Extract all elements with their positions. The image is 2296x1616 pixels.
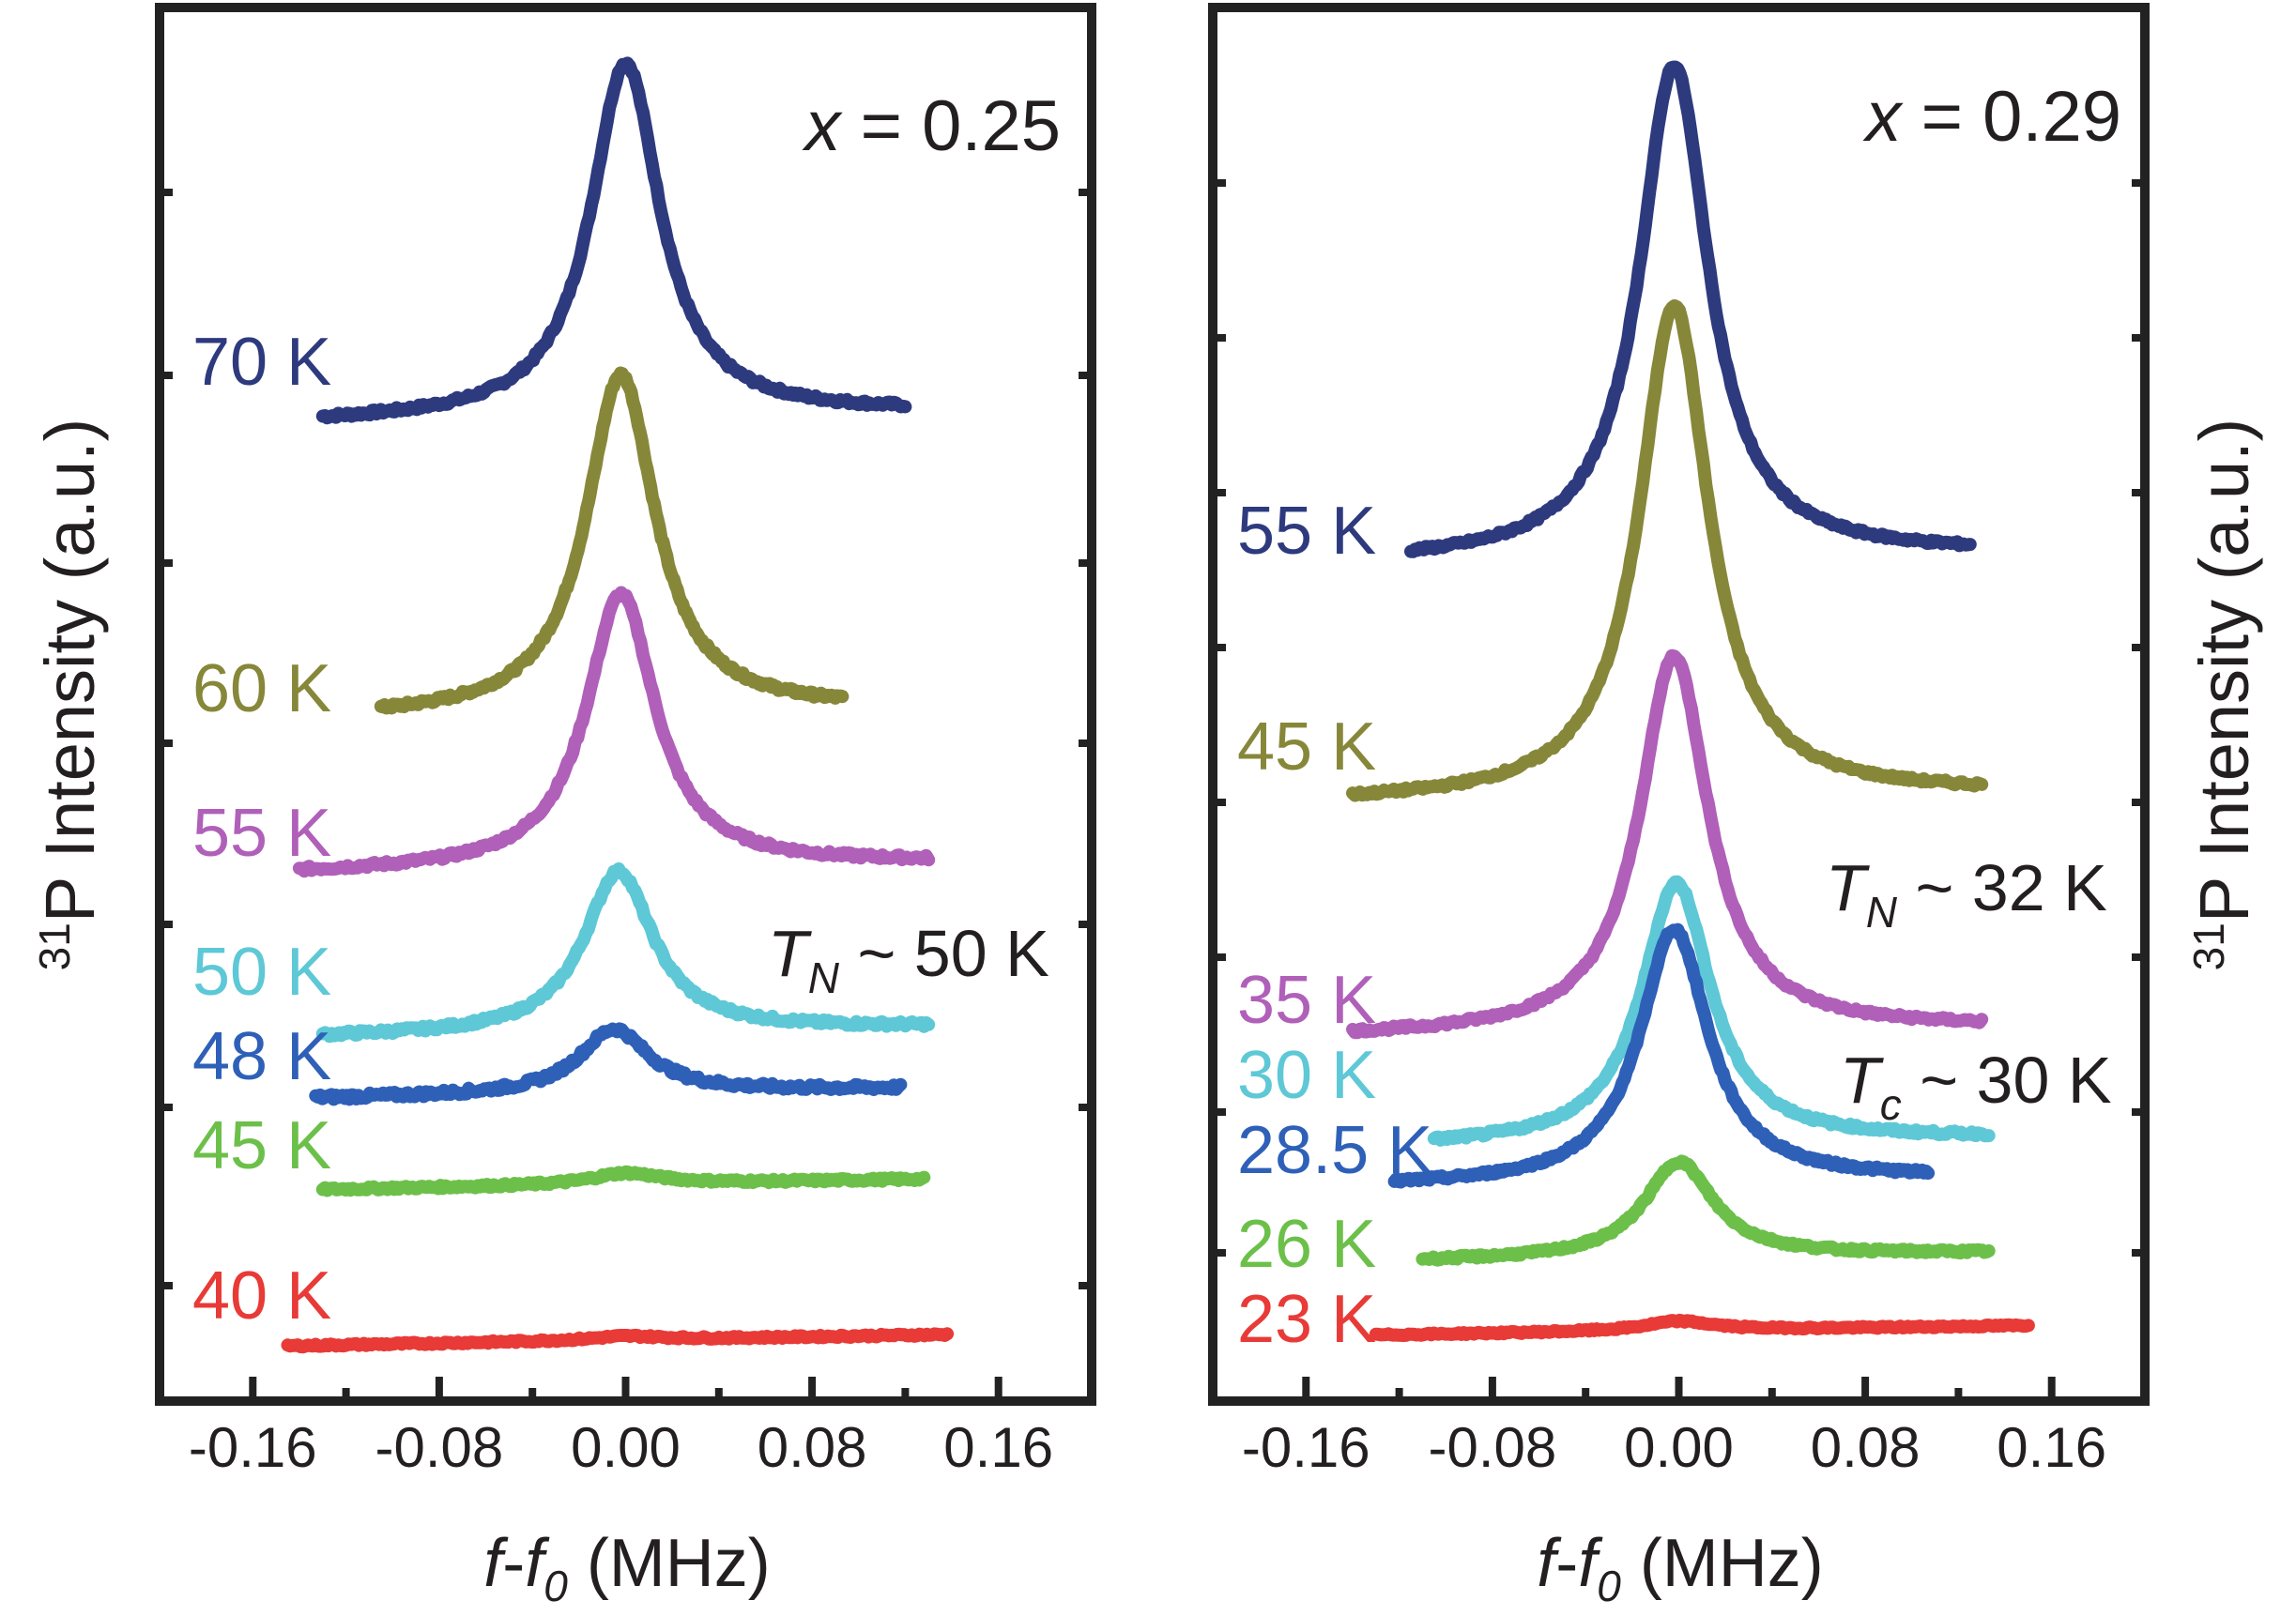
series-line: [1427, 875, 1996, 1147]
series-line: [292, 586, 936, 878]
left-ylabel-text: P Intensity (a.u.): [31, 419, 109, 922]
right-plot-frame: [1208, 3, 2150, 1406]
left-transition-label: TN ~ 50 K: [768, 917, 1049, 1002]
right-curves: [1346, 60, 2035, 1342]
right-panel-label: x = 0.29: [1861, 77, 2121, 157]
x-tick-label: 0.08: [758, 1416, 867, 1479]
left-tn-rest: ~ 50 K: [839, 917, 1049, 990]
right-ticks: -0.16 -0.08 0.00 0.08 0.16: [1213, 179, 2145, 1479]
left-y-axis-label: 31P Intensity (a.u.): [30, 419, 109, 971]
series-label: 70 K: [192, 325, 331, 400]
series-label: 60 K: [192, 651, 331, 726]
left-series-labels: 70 K 60 K 55 K 50 K 48 K 45 K 40 K: [192, 325, 331, 1334]
x-tick-label: 0.16: [943, 1416, 1053, 1479]
series-line: [1416, 1154, 1996, 1267]
right-xlabel-unit: (MHz): [1621, 1526, 1824, 1601]
series-line: [1369, 1313, 2035, 1342]
left-tn-sub: N: [808, 953, 840, 1002]
left-xlabel-unit: (MHz): [568, 1526, 771, 1601]
left-curves: [281, 56, 955, 1354]
panel-left: 70 K60 K55 K50 K48 K45 K40 K -0.16 -0.08 0…: [30, 3, 1096, 1610]
right-tn-rest: ~ 32 K: [1897, 851, 2107, 924]
series-label: 45 K: [1237, 709, 1376, 785]
right-panel-label-rest: = 0.29: [1901, 77, 2121, 157]
right-tc-T: T: [1840, 1044, 1884, 1117]
x-tick-label: -0.08: [375, 1416, 504, 1479]
left-ticks: -0.16 -0.08 0.00 0.08 0.16: [160, 189, 1092, 1479]
series-label: 48 K: [192, 1019, 331, 1094]
panel-right: 55 K45 K35 K30 K28.5 K26 K23 K -0.16 -0.0…: [1208, 3, 2263, 1610]
series-line: [309, 1022, 908, 1106]
x-tick-label: -0.16: [189, 1416, 317, 1479]
series-line: [315, 1165, 931, 1197]
left-tn-T: T: [768, 917, 812, 990]
right-transition-label: TN ~ 32 K: [1826, 851, 2107, 937]
x-tick-label: -0.16: [1242, 1416, 1370, 1479]
x-tick-label: 0.00: [571, 1416, 681, 1479]
series-label: 50 K: [192, 935, 331, 1010]
x-tick-label: 0.08: [1811, 1416, 1921, 1479]
left-xlabel-dash: -: [502, 1526, 525, 1601]
series-label: 40 K: [192, 1258, 331, 1334]
x-tick-label: 0.00: [1624, 1416, 1734, 1479]
x-tick-label: -0.08: [1429, 1416, 1557, 1479]
right-tn-T: T: [1826, 851, 1870, 924]
left-x-axis-label: f-f0 (MHz): [483, 1526, 771, 1610]
right-ylabel-sup: 31: [2184, 922, 2233, 970]
series-label: 35 K: [1237, 963, 1376, 1038]
left-panel-label-rest: = 0.25: [840, 86, 1061, 166]
series-line: [1346, 298, 1989, 802]
right-transition-label-2: Tc ~ 30 K: [1840, 1044, 2112, 1129]
right-xlabel-sub: 0: [1597, 1562, 1621, 1610]
series-label: 30 K: [1237, 1038, 1376, 1113]
x-tick-label: 0.16: [1997, 1416, 2106, 1479]
series-label: 55 K: [192, 796, 331, 871]
series-line: [315, 861, 936, 1044]
left-panel-label: x = 0.25: [801, 86, 1061, 166]
right-xlabel-dash: -: [1555, 1526, 1578, 1601]
series-line: [1387, 922, 1936, 1189]
series-label: 28.5 K: [1237, 1113, 1432, 1188]
right-tc-rest: ~ 30 K: [1902, 1044, 2112, 1117]
right-series-labels: 55 K 45 K 35 K30 K28.5 K 26 K23 K: [1237, 494, 1432, 1357]
left-panel-label-var: x: [801, 86, 843, 166]
series-line: [1404, 60, 1977, 558]
left-ylabel-sup: 31: [30, 922, 79, 970]
right-y-axis-label: 31P Intensity (a.u.): [2184, 419, 2263, 971]
series-line: [374, 366, 850, 715]
right-x-axis-label: f-f0 (MHz): [1537, 1526, 1824, 1610]
right-ylabel-text: P Intensity (a.u.): [2185, 419, 2263, 922]
right-panel-label-var: x: [1861, 77, 1904, 157]
right-tn-sub: N: [1866, 888, 1898, 937]
series-label: 26 K: [1237, 1207, 1376, 1282]
series-label: 55 K: [1237, 494, 1376, 569]
series-label: 23 K: [1237, 1282, 1376, 1357]
right-tc-sub: c: [1880, 1080, 1902, 1129]
left-xlabel-sub: 0: [543, 1562, 568, 1610]
series-line: [315, 56, 912, 425]
series-line: [1346, 648, 1989, 1040]
series-line: [281, 1327, 955, 1354]
series-label: 45 K: [192, 1108, 331, 1183]
